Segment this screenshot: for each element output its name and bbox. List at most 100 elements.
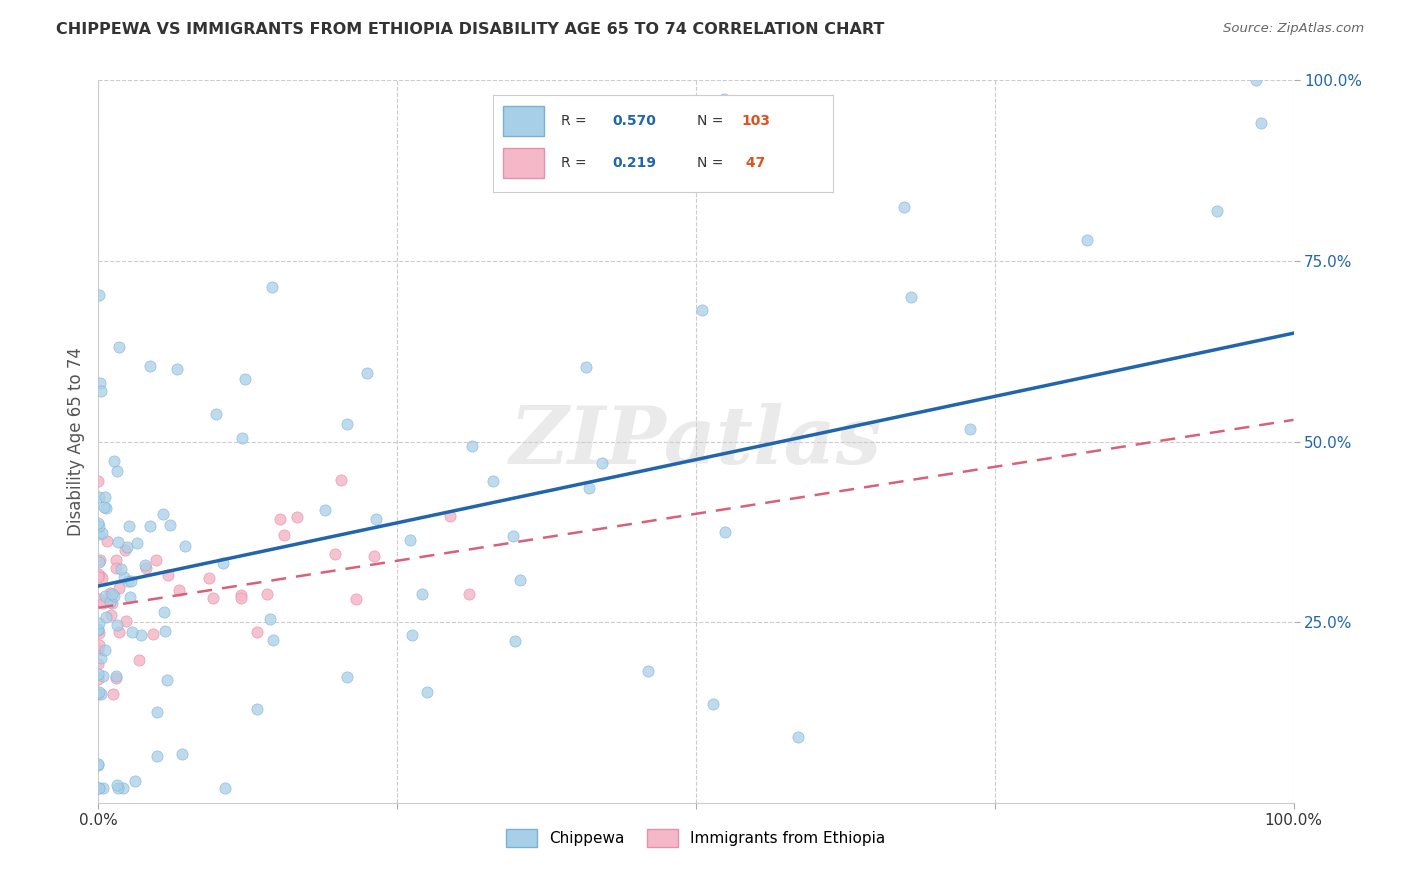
Point — [87, 474, 110, 488]
Point — [329, 473, 352, 487]
Point — [256, 587, 278, 601]
Point — [96, 501, 118, 516]
Point — [114, 543, 136, 558]
Point — [260, 280, 283, 294]
Point — [91, 669, 114, 683]
Point — [87, 622, 110, 636]
Point — [89, 626, 111, 640]
Point — [100, 595, 122, 609]
Point — [156, 567, 179, 582]
Point — [1250, 115, 1272, 129]
Y-axis label: Disability Age 65 to 74: Disability Age 65 to 74 — [66, 347, 84, 536]
Point — [91, 526, 114, 541]
Point — [90, 384, 112, 398]
Point — [366, 512, 388, 526]
Point — [502, 529, 524, 543]
Point — [100, 608, 122, 623]
Point — [112, 570, 135, 584]
Point — [401, 628, 423, 642]
Point — [108, 340, 131, 354]
Point — [363, 549, 385, 564]
Point — [460, 439, 482, 453]
Point — [87, 516, 110, 530]
Point — [104, 561, 127, 575]
Point — [591, 456, 613, 470]
Point — [87, 570, 110, 584]
Point — [93, 589, 115, 603]
Point — [87, 672, 110, 686]
Point — [263, 633, 285, 648]
Point — [509, 573, 531, 587]
Point — [134, 558, 156, 572]
Point — [107, 625, 129, 640]
Point — [121, 625, 143, 640]
Point — [202, 591, 225, 606]
Point — [87, 519, 110, 533]
Point — [269, 512, 291, 526]
Point — [135, 561, 157, 575]
Point — [787, 731, 810, 745]
Text: Source: ZipAtlas.com: Source: ZipAtlas.com — [1223, 22, 1364, 36]
Point — [101, 587, 124, 601]
Point — [87, 555, 110, 569]
Point — [107, 781, 129, 796]
Point — [101, 596, 124, 610]
Legend: Chippewa, Immigrants from Ethiopia: Chippewa, Immigrants from Ethiopia — [501, 823, 891, 853]
Point — [91, 781, 114, 796]
Point — [87, 758, 110, 772]
Point — [89, 638, 111, 652]
Point — [103, 454, 125, 468]
Point — [214, 781, 236, 796]
Point — [233, 372, 256, 386]
Point — [204, 407, 226, 421]
Point — [637, 664, 659, 678]
Point — [166, 362, 188, 376]
Point — [87, 642, 110, 657]
Point — [105, 672, 128, 686]
Point — [153, 605, 176, 619]
Point — [89, 685, 111, 699]
Point — [145, 705, 167, 719]
Point — [314, 502, 336, 516]
Point — [145, 748, 167, 763]
Point — [1206, 204, 1229, 219]
Point — [124, 774, 146, 789]
Point — [115, 540, 138, 554]
Point — [1244, 73, 1267, 87]
Point — [89, 376, 111, 390]
Point — [416, 685, 439, 699]
Point — [142, 627, 165, 641]
Point — [90, 687, 112, 701]
Point — [231, 588, 253, 602]
Point — [575, 360, 598, 375]
Point — [231, 431, 253, 445]
Point — [87, 756, 110, 771]
Point — [714, 525, 737, 540]
Point — [89, 527, 111, 541]
Point — [900, 290, 922, 304]
Point — [87, 567, 110, 582]
Point — [105, 553, 128, 567]
Point — [93, 500, 115, 514]
Point — [578, 481, 600, 495]
Point — [94, 643, 117, 657]
Point — [87, 687, 110, 701]
Point — [713, 92, 735, 106]
Point — [117, 574, 139, 588]
Point — [103, 590, 125, 604]
Point — [323, 547, 346, 561]
Point — [285, 510, 308, 524]
Point — [229, 591, 252, 606]
Point — [110, 561, 132, 575]
Point — [174, 539, 197, 553]
Point — [273, 528, 295, 542]
Point — [87, 615, 110, 630]
Point — [482, 474, 505, 488]
Point — [87, 781, 110, 796]
Point — [156, 673, 179, 687]
Point — [344, 591, 367, 606]
Point — [87, 667, 110, 681]
Point — [246, 702, 269, 716]
Point — [87, 490, 110, 504]
Point — [87, 592, 110, 607]
